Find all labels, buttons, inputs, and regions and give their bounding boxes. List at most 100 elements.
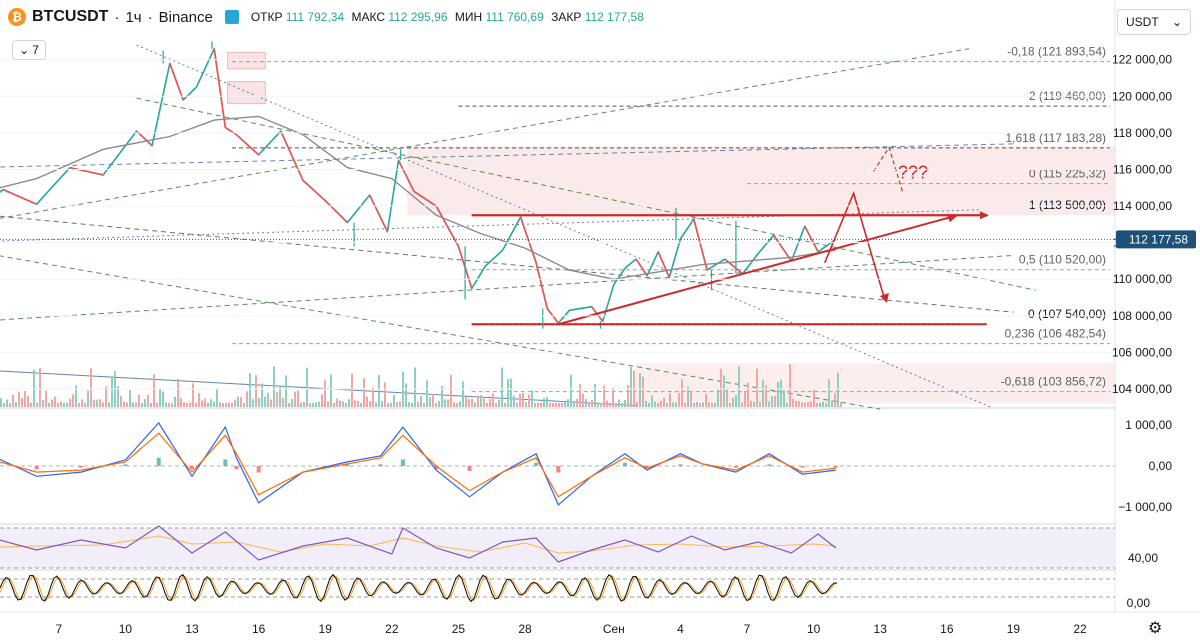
time-tick-label: 10 [807, 622, 821, 636]
volume-bar [693, 402, 695, 407]
volume-bar [822, 401, 824, 407]
volume-bar [717, 388, 719, 407]
macd-histogram-bar [34, 466, 39, 470]
time-tick-label: 19 [319, 622, 333, 636]
volume-bar [57, 402, 59, 407]
volume-bar [12, 394, 14, 407]
volume-bar [246, 391, 248, 407]
volume-bar [267, 392, 269, 407]
chevron-down-icon: ⌄ [1171, 15, 1182, 29]
fib-level-label: 1,618 (117 183,28) [1005, 131, 1106, 145]
volume-bar [234, 399, 236, 407]
volume-bar [192, 383, 194, 407]
gear-icon[interactable]: ⚙ [1148, 620, 1163, 637]
rsi-tick-label: 40,00 [1128, 551, 1158, 565]
volume-bar [39, 368, 41, 407]
volume-bar [537, 402, 539, 407]
price-tick-label: 104 000,00 [1112, 382, 1172, 396]
volume-bar [711, 402, 713, 407]
volume-bar [135, 403, 137, 407]
volume-bar [396, 402, 398, 407]
volume-bar [93, 399, 95, 407]
macd-histogram-bar [556, 466, 561, 473]
symbol-title[interactable]: BTCUSDT [32, 8, 109, 25]
macd-tick-label: 0,00 [1149, 459, 1173, 473]
ohlc-values: ОТКР 111 792,34 МАКС 112 295,96 МИН 111 … [251, 10, 648, 24]
price-down-segment [535, 262, 549, 309]
price-down-segment [213, 48, 227, 128]
volume-bar [30, 402, 32, 407]
volume-bar [792, 398, 794, 407]
volume-bar [240, 397, 242, 407]
volume-bar [708, 402, 710, 407]
volume-bar [198, 393, 200, 407]
volume-bar [564, 401, 566, 407]
time-tick-label: 22 [385, 622, 399, 636]
volume-bar [609, 403, 611, 407]
volume-bar [759, 401, 761, 407]
volume-bar [306, 367, 308, 407]
price-down-segment [519, 216, 537, 264]
volume-bar [630, 366, 632, 407]
volume-bar [750, 400, 752, 407]
volume-bar [117, 386, 119, 407]
volume-bar [363, 378, 365, 407]
volume-bar [48, 402, 50, 407]
volume-bar [471, 398, 473, 407]
volume-bar [324, 380, 326, 407]
volume-bar [687, 386, 689, 407]
volume-bar [552, 402, 554, 407]
volume-bar [489, 399, 491, 407]
volume-bar [45, 390, 47, 407]
volume-bar [672, 402, 674, 407]
macd-histogram-bar [534, 462, 539, 466]
volume-bar [138, 394, 140, 407]
price-down-segment [397, 159, 415, 192]
volume-bar [729, 402, 731, 407]
volume-bar [525, 401, 527, 407]
volume-bar [654, 401, 656, 407]
volume-bar [153, 374, 155, 407]
volume-bar [741, 402, 743, 407]
volume-bar [408, 402, 410, 407]
volume-bar [825, 402, 827, 407]
volume-bar [600, 402, 602, 407]
volume-bar [360, 402, 362, 407]
volume-bar [414, 367, 416, 407]
chart-header: ₿ BTCUSDT · 1ч · Binance ОТКР 111 792,34… [8, 8, 648, 26]
volume-bar [162, 391, 164, 407]
interval-label[interactable]: 1ч [125, 8, 142, 26]
volume-bar [81, 399, 83, 407]
volume-bar [444, 399, 446, 407]
macd-histogram-bar [234, 466, 239, 470]
macd-histogram-bar [345, 464, 350, 466]
volume-bar [468, 399, 470, 407]
volume-bar [78, 402, 80, 407]
volume-bar [570, 374, 572, 407]
volume-bar [171, 402, 173, 407]
volume-bar [789, 364, 791, 407]
fib-level-label: 0,5 (110 520,00) [1019, 253, 1106, 267]
volume-bar [450, 374, 452, 407]
volume-bar [690, 391, 692, 407]
volume-bar [51, 399, 53, 407]
volume-bar [87, 390, 89, 407]
volume-bar [6, 399, 8, 407]
macd-histogram-bar [223, 459, 228, 466]
volume-bar [333, 402, 335, 407]
blue-trend-line [0, 370, 637, 406]
volume-bar [549, 402, 551, 407]
volume-bar [441, 385, 443, 407]
volume-bar [636, 401, 638, 407]
volume-bar [669, 393, 671, 407]
exchange-label: Binance [158, 8, 213, 26]
volume-bar [204, 398, 206, 407]
volume-bar [783, 390, 785, 407]
price-down-segment [692, 218, 708, 271]
volume-bar [780, 379, 782, 407]
volume-bar [378, 375, 380, 407]
volume-bar [720, 368, 722, 407]
indicators-toggle-button[interactable]: ⌄ 7 [12, 40, 46, 60]
currency-selector[interactable]: USDT ⌄ [1117, 9, 1191, 35]
